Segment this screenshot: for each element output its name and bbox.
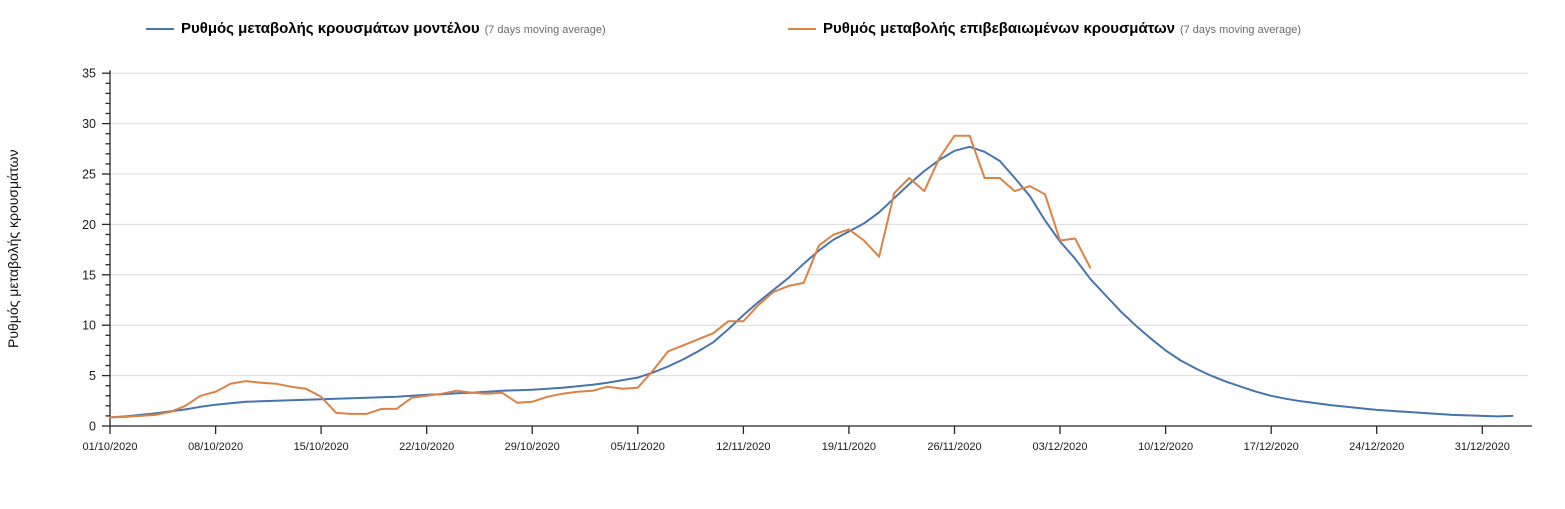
x-tick-label: 03/12/2020 bbox=[1032, 441, 1087, 453]
x-tick-label: 08/10/2020 bbox=[188, 441, 243, 453]
x-tick-label: 19/11/2020 bbox=[822, 441, 876, 453]
y-tick-label: 30 bbox=[82, 117, 96, 131]
x-tick-label: 10/12/2020 bbox=[1138, 441, 1193, 453]
legend-suffix-confirmed: (7 days moving average) bbox=[1179, 24, 1302, 36]
x-tick-label: 24/12/2020 bbox=[1349, 441, 1404, 453]
x-tick-label: 29/10/2020 bbox=[505, 441, 560, 453]
y-tick-label: 25 bbox=[82, 168, 96, 182]
legend-item-confirmed: Ρυθμός μεταβολής επιβεβαιωμένων κρουσμάτ… bbox=[788, 20, 1301, 37]
x-tick-label: 05/11/2020 bbox=[611, 441, 665, 453]
series-line-confirmed bbox=[109, 134, 1092, 419]
x-tick-label: 26/11/2020 bbox=[927, 441, 981, 453]
legend-label-model: Ρυθμός μεταβολής κρουσμάτων μοντέλου bbox=[181, 20, 480, 37]
x-tick-label: 15/10/2020 bbox=[294, 441, 349, 453]
series-line-model bbox=[109, 145, 1514, 419]
y-tick-label: 15 bbox=[82, 268, 96, 282]
legend-label-confirmed: Ρυθμός μεταβολής επιβεβαιωμένων κρουσμάτ… bbox=[823, 20, 1175, 37]
x-tick-label: 01/10/2020 bbox=[82, 441, 137, 453]
legend-suffix-model: (7 days moving average) bbox=[484, 24, 606, 36]
chart-legend: Ρυθμός μεταβολής κρουσμάτων μοντέλου (7 … bbox=[0, 0, 1565, 50]
y-tick-label: 20 bbox=[82, 218, 96, 232]
y-tick-label: 35 bbox=[82, 67, 96, 81]
legend-line-swatch-blue bbox=[146, 27, 174, 30]
legend-item-model: Ρυθμός μεταβολής κρουσμάτων μοντέλου (7 … bbox=[146, 20, 606, 37]
x-tick-label: 22/10/2020 bbox=[399, 441, 454, 453]
y-tick-label: 0 bbox=[89, 420, 96, 434]
y-tick-label: 5 bbox=[89, 369, 96, 383]
legend-line-swatch-orange bbox=[788, 27, 816, 30]
x-tick-label: 31/12/2020 bbox=[1455, 441, 1510, 453]
y-tick-label: 10 bbox=[82, 319, 96, 333]
x-tick-label: 12/11/2020 bbox=[716, 441, 770, 453]
x-tick-label: 17/12/2020 bbox=[1244, 441, 1299, 453]
